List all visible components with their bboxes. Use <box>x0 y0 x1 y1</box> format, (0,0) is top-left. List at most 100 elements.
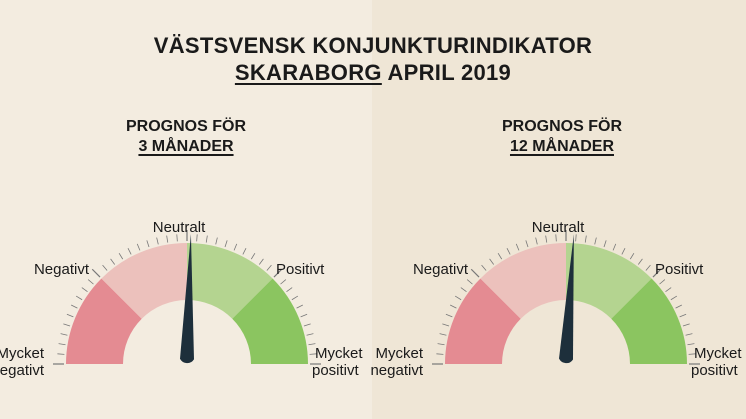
gauge-2-tick <box>437 343 445 346</box>
gauge-2-tick <box>445 313 453 318</box>
gauge-1-tick <box>250 252 256 260</box>
gauge-1-tick <box>291 295 299 301</box>
gauge-2-segment-very-negative <box>445 278 521 364</box>
gauge-2-segment-very-positive <box>611 278 687 364</box>
gauge-2-tick <box>682 323 690 327</box>
gauge-2-label-neutral: Neutralt <box>532 219 585 236</box>
gauge-1-tick <box>205 235 208 243</box>
gauge-1-tick <box>75 295 83 301</box>
gauge-2-tick <box>489 258 495 265</box>
gauge-2-tick <box>621 247 626 255</box>
gauge-2-segment-positive <box>566 243 652 319</box>
gauge-1-tick <box>91 268 101 278</box>
gauge-1-tick <box>66 313 74 318</box>
gauge-1-label-positive: Positivt <box>276 261 325 278</box>
gauge-1-needle <box>180 234 194 364</box>
gauge-1-tick <box>58 343 66 346</box>
gauge-1-subtitle-line-2: 3 MÅNADER <box>138 138 234 155</box>
gauge-2-tick <box>525 240 529 248</box>
gauge-2-tick <box>687 343 695 346</box>
gauge-2-tick <box>497 252 503 260</box>
gauge-1-tick <box>309 353 317 355</box>
gauge-2-tick <box>545 235 548 243</box>
gauge-1-label-very-positive-line-2: positivt <box>312 362 360 379</box>
title-line-2: SKARABORG APRIL 2019 <box>0 60 746 86</box>
gauge-2-tick <box>645 264 651 271</box>
gauge-2-subtitle-line-2: 12 MÅNADER <box>509 138 614 155</box>
gauge-1-segment-very-positive <box>232 278 308 364</box>
title-period: APRIL 2019 <box>387 60 512 85</box>
gauge-2-tick <box>652 268 662 278</box>
gauge-1-tick <box>81 287 88 293</box>
gauge-1-tick <box>280 279 287 285</box>
gauge-1-tick <box>224 240 228 248</box>
gauge-1-tick <box>242 247 247 255</box>
gauge-1-tick <box>266 264 272 271</box>
gauge-1-label-very-negative-line-1: Mycket <box>0 345 45 362</box>
gauge-2-tick <box>665 287 672 293</box>
gauge-2-tick <box>594 237 597 245</box>
gauge-2-tick <box>515 243 520 251</box>
gauge-2-tick <box>679 313 687 318</box>
gauge-1-tick <box>127 247 132 255</box>
gauge-1-tick <box>308 343 316 346</box>
gauge-2-tick <box>460 287 467 293</box>
gauge-1-subtitle: PROGNOS FÖR 3 MÅNADER <box>56 118 316 156</box>
gauge-1-label-neutral: Neutralt <box>153 219 206 236</box>
gauge-2-tick <box>575 234 577 242</box>
gauge-2-tick <box>449 304 457 309</box>
title-line-1: VÄSTSVENSK KONJUNKTURINDIKATOR <box>153 33 593 58</box>
gauge-1-segment-negative <box>101 243 187 319</box>
gauge-2-tick <box>685 333 693 336</box>
gauge-2-tick <box>659 279 666 285</box>
gauge-2-label-very-positive-line-1: Mycket <box>694 345 742 362</box>
gauge-2-label-negative: Negativt <box>413 261 469 278</box>
gauge-1-tick <box>63 323 71 327</box>
gauge-2-segment-negative <box>480 243 566 319</box>
gauge-1-segment-positive <box>187 243 273 319</box>
gauge-1-tick <box>176 234 178 242</box>
gauge-1-tick <box>57 353 65 355</box>
gauge-2-tick <box>675 304 683 309</box>
gauge-2-tick <box>481 264 487 271</box>
title-region: SKARABORG <box>234 60 382 85</box>
gauge-2-tick <box>637 258 643 265</box>
gauge-2-tick <box>506 247 511 255</box>
gauge-1-tick <box>87 279 94 285</box>
gauge-2-label-very-negative-line-1: Mycket <box>375 345 423 362</box>
gauge-1-tick <box>70 304 78 309</box>
gauge-2-tick <box>629 252 635 260</box>
gauge-1-subtitle-line-1: PROGNOS FÖR <box>125 118 246 135</box>
gauge-2-needle <box>559 234 574 364</box>
gauge-1-tick <box>286 287 293 293</box>
gauge-1-tick <box>233 243 238 251</box>
gauge-2-tick <box>436 353 444 355</box>
gauge-1-tick <box>306 333 314 336</box>
gauge-2-tick <box>439 333 447 336</box>
gauge-2-tick <box>470 268 480 278</box>
gauge-1-tick <box>136 243 141 251</box>
gauge-1-tick <box>102 264 108 271</box>
gauge-1-tick <box>156 237 159 245</box>
gauge-2-label-positive: Positivt <box>655 261 704 278</box>
gauge-2-tick <box>603 240 607 248</box>
gauge-2-tick <box>584 235 587 243</box>
gauge-1-tick <box>118 252 124 260</box>
gauge-1-tick <box>303 323 311 327</box>
gauge-2-tick <box>454 295 462 301</box>
gauge-2-label-very-negative-line-2: negativt <box>370 362 423 379</box>
gauge-1-tick <box>110 258 116 265</box>
gauge-1-tick <box>215 237 218 245</box>
gauge-1-label-very-positive-line-1: Mycket <box>315 345 363 362</box>
gauge-1-label-negative: Negativt <box>34 261 90 278</box>
gauge-2-tick <box>555 234 557 242</box>
gauge-2-label-very-positive-line-2: positivt <box>691 362 739 379</box>
gauge-1-segment-very-negative <box>66 278 142 364</box>
gauge-1-tick <box>166 235 169 243</box>
gauge-1-tick <box>196 234 198 242</box>
gauge-2-tick <box>670 295 678 301</box>
gauge-1-tick <box>273 268 283 278</box>
gauge-1-tick <box>296 304 304 309</box>
gauge-1-tick <box>258 258 264 265</box>
